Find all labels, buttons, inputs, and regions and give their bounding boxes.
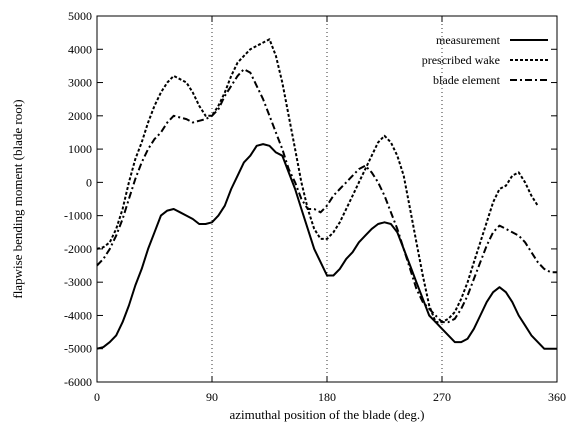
y-tick-label: -4000 — [64, 308, 92, 322]
x-tick-label: 360 — [548, 390, 566, 404]
legend-label: prescribed wake — [422, 53, 500, 67]
x-tick-label: 270 — [433, 390, 451, 404]
legend-label: blade element — [433, 73, 501, 87]
y-tick-label: -1000 — [64, 209, 92, 223]
y-tick-label: 2000 — [68, 109, 92, 123]
y-tick-label: 3000 — [68, 76, 92, 90]
y-tick-label: 1000 — [68, 142, 92, 156]
plot-frame — [96, 15, 558, 383]
y-tick-label: -3000 — [64, 275, 92, 289]
series-line-2 — [96, 38, 539, 324]
series-line-3 — [96, 68, 557, 324]
y-tick-label: 4000 — [68, 42, 92, 56]
y-axis-label: flapwise bending moment (blade root) — [10, 99, 25, 298]
y-tick-label: -2000 — [64, 242, 92, 256]
y-tick-label: 5000 — [68, 9, 92, 23]
y-tick-label: -6000 — [64, 375, 92, 389]
x-tick-label: 90 — [206, 390, 218, 404]
series-line-1 — [96, 143, 557, 350]
axis-ticks: 0 90 180 270 360 -6000 -5000 -4000 -3000 -2000 -10… — [64, 9, 566, 404]
legend: measurement prescribed wake blade element — [422, 33, 548, 87]
series-layer — [96, 38, 557, 350]
x-axis-label: azimuthal position of the blade (deg.) — [230, 407, 425, 422]
y-tick-label: -5000 — [64, 342, 92, 356]
y-tick-label: 0 — [86, 175, 92, 189]
x-tick-label: 0 — [94, 390, 100, 404]
legend-label: measurement — [436, 33, 501, 47]
x-tick-label: 180 — [318, 390, 336, 404]
